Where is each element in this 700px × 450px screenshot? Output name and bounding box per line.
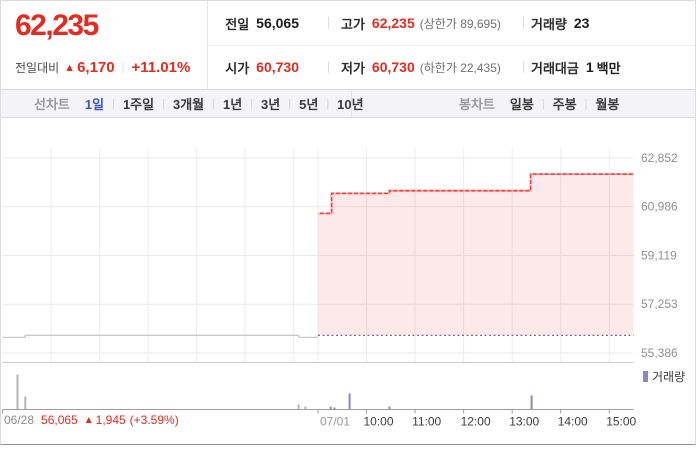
candle-tab-3[interactable]: 월봉 <box>595 97 620 112</box>
change-value: 6,170 <box>77 59 115 76</box>
stat-prev-close: 전일 56,065 <box>207 1 299 45</box>
volume-bar <box>333 407 336 410</box>
y-axis-label: 55,386 <box>641 346 678 360</box>
prev-day-price-line <box>2 334 318 339</box>
candle-tab-1[interactable]: 일봉 <box>509 97 534 112</box>
candle-chart-group-label: 봉차트 <box>459 97 495 112</box>
volume-bar <box>329 406 332 410</box>
period-tab-3[interactable]: 3개월 <box>172 97 205 112</box>
prev-day-percent: (+3.59%) <box>129 413 179 427</box>
period-tab-1[interactable]: 1일 <box>84 97 105 112</box>
tab-separator: | <box>212 97 215 110</box>
volume-legend[interactable]: 거래량 <box>643 368 685 385</box>
stat-open: 시가 60,730 <box>207 45 299 89</box>
stat-value: 1 <box>585 59 594 75</box>
y-axis-label: 62,852 <box>641 151 678 165</box>
price-area-fill <box>318 174 634 336</box>
stat-value: 60,730 <box>371 59 415 75</box>
price-line <box>318 173 634 215</box>
current-price-block: 62,235 전일대비 ▲ 6,170 | +11.01% <box>1 1 208 89</box>
stat-volume: 거래량 23 <box>531 1 589 45</box>
x-axis-label: 15:00 <box>606 415 636 429</box>
stat-unit: 백만 <box>596 60 621 76</box>
volume-bar <box>297 404 300 410</box>
x-axis-label: 14:00 <box>558 415 588 429</box>
price-header: 62,235 전일대비 ▲ 6,170 | +11.01% 전일 56,065 … <box>1 1 695 89</box>
line-chart-group-label: 선차트 <box>34 97 70 112</box>
volume-bar <box>530 395 533 410</box>
prev-day-date: 06/28 <box>4 413 35 427</box>
volume-bar <box>24 396 27 410</box>
x-axis-label: 10:00 <box>364 415 394 429</box>
y-axis-label: 59,119 <box>641 249 677 263</box>
stat-low: 저가 60,730 (하한가 22,435) <box>341 45 501 89</box>
stat-value: 62,235 <box>371 15 415 31</box>
volume-bar <box>388 406 391 410</box>
column-divider <box>328 61 329 73</box>
toolbar-divider <box>351 90 352 117</box>
period-tab-4[interactable]: 1년 <box>222 97 243 112</box>
stat-value: 60,730 <box>256 59 299 75</box>
volume-legend-swatch-icon <box>643 371 648 382</box>
up-arrow-icon: ▲ <box>64 61 76 74</box>
volume-bar <box>304 406 307 410</box>
period-tab-2[interactable]: 1주일 <box>122 97 155 112</box>
stat-value: 23 <box>573 15 590 31</box>
x-axis-label: 07/01 <box>320 415 350 429</box>
candle-tab-2[interactable]: 주봉 <box>552 97 577 112</box>
divider: | <box>121 61 125 74</box>
header-row-divider <box>208 45 695 46</box>
x-axis-label: 12:00 <box>461 415 491 429</box>
tab-separator: | <box>326 97 330 110</box>
stat-label: 전일 <box>225 16 250 32</box>
volume-bar <box>348 393 351 410</box>
stat-label: 고가 <box>341 16 365 32</box>
chart-period-toolbar: 선차트 1일 | 1주일 | 3개월 | 1년 | 3년 | 5년 | 10년 봉차트 일봉 | 주봉 | 월봉 <box>1 89 695 118</box>
volume-legend-label: 거래량 <box>652 370 686 384</box>
stat-label: 저가 <box>341 60 365 76</box>
stat-label: 거래대금 <box>531 60 579 76</box>
stat-trade-value: 거래대금 1 백만 <box>531 45 621 89</box>
stat-high: 고가 62,235 (상한가 89,695) <box>341 1 501 45</box>
up-arrow-icon: ▲ <box>83 414 94 426</box>
price-volume-chart: 62,852 60,986 59,119 57,253 55,386 07/01 10:00… <box>2 148 678 429</box>
column-divider <box>328 17 329 29</box>
tab-separator: | <box>112 97 115 110</box>
y-axis-label: 57,253 <box>641 297 678 311</box>
tab-separator: | <box>162 97 165 110</box>
prev-day-change: 1,945 <box>95 413 126 427</box>
tab-separator: | <box>541 97 545 110</box>
y-axis-label: 60,986 <box>641 200 678 214</box>
tab-separator: | <box>288 97 292 110</box>
line-chart-tab-group: 선차트 1일 | 1주일 | 3개월 | 1년 | 3년 | 5년 | 10년 <box>34 90 364 117</box>
column-divider <box>523 17 524 29</box>
volume-bar <box>16 374 19 410</box>
prev-day-close: 56,065 <box>41 413 78 427</box>
period-tab-6[interactable]: 5년 <box>299 97 319 112</box>
tab-separator: | <box>250 97 254 110</box>
tab-separator: | <box>584 97 588 110</box>
stat-extra: (하한가 22,435) <box>419 60 501 75</box>
period-tab-7[interactable]: 10년 <box>337 94 363 113</box>
stat-extra: (상한가 89,695) <box>419 16 501 31</box>
x-axis-label: 11:00 <box>412 415 441 429</box>
prev-day-summary: 06/28 56,065 ▲ 1,945 (+3.59%) <box>4 413 179 427</box>
stat-label: 시가 <box>225 60 250 76</box>
price-change-row: 전일대비 ▲ 6,170 | +11.01% <box>15 59 190 76</box>
current-price: 62,235 <box>15 9 99 42</box>
period-tab-5[interactable]: 3년 <box>261 97 281 112</box>
candle-chart-tab-group: 봉차트 일봉 | 주봉 | 월봉 <box>459 90 619 117</box>
column-divider <box>523 61 524 73</box>
change-percent: +11.01% <box>131 59 191 76</box>
x-axis-label: 13:00 <box>509 415 539 429</box>
stat-value: 56,065 <box>256 15 299 31</box>
stat-label: 거래량 <box>531 16 567 32</box>
change-caption: 전일대비 <box>15 61 60 75</box>
